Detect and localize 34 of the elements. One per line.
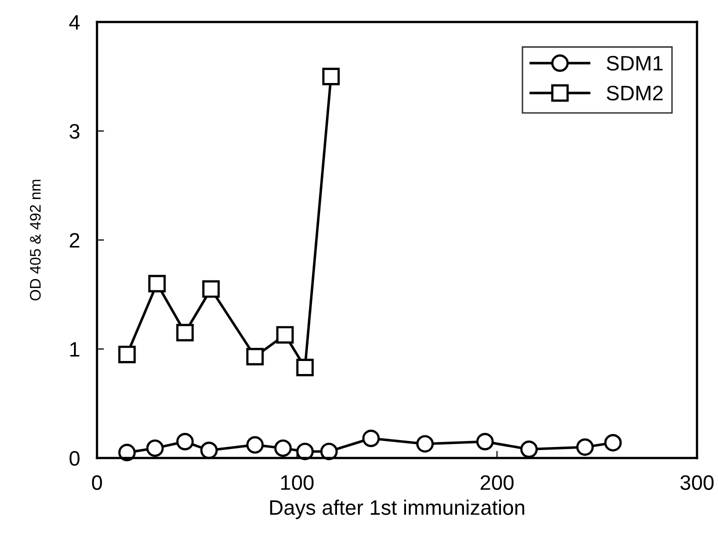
point — [200, 442, 218, 460]
x-tick-label: 0 — [92, 475, 102, 490]
point — [176, 432, 194, 450]
point — [576, 438, 594, 456]
y-tick-label: 2 — [70, 233, 80, 248]
x-axis-title: Days after 1st immunization — [270, 500, 524, 520]
point — [176, 324, 194, 342]
point — [320, 442, 338, 460]
x-tick-label: 200 — [480, 475, 514, 490]
point — [296, 442, 314, 460]
y-axis-title: OD 405 & 492 nm — [30, 180, 41, 300]
y-tick-label: 0 — [70, 451, 80, 466]
y-tick-label: 3 — [70, 124, 80, 139]
point — [276, 326, 294, 344]
point — [246, 348, 264, 366]
point — [274, 439, 292, 457]
legend-label: SDM1 — [606, 56, 663, 71]
point — [362, 430, 380, 448]
point — [148, 274, 166, 292]
y-tick-label: 1 — [70, 342, 80, 357]
point — [202, 280, 220, 298]
point — [322, 68, 340, 86]
y-tick-label: 4 — [69, 15, 80, 30]
x-tick-label: 100 — [281, 475, 314, 490]
legend-label: SDM2 — [606, 86, 663, 100]
point — [604, 434, 622, 452]
point — [118, 346, 136, 364]
point — [296, 358, 314, 376]
x-tick-label: 300 — [680, 475, 714, 490]
point — [416, 435, 434, 453]
point — [520, 440, 538, 458]
point — [146, 439, 164, 457]
point — [476, 432, 494, 450]
point — [246, 436, 264, 454]
